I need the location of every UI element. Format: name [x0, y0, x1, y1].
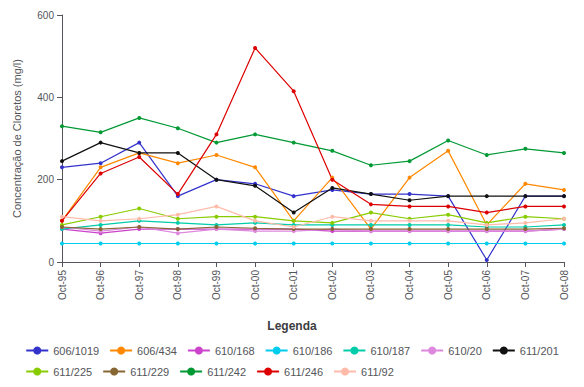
svg-text:Oct-08: Oct-08: [559, 270, 570, 300]
svg-text:200: 200: [37, 174, 54, 185]
svg-text:Oct-01: Oct-01: [288, 270, 299, 300]
svg-text:611/229: 611/229: [130, 366, 169, 378]
svg-text:Oct-00: Oct-00: [250, 270, 261, 300]
svg-text:Oct-95: Oct-95: [57, 270, 68, 300]
svg-text:Legenda: Legenda: [267, 319, 317, 333]
svg-text:610/186: 610/186: [293, 345, 333, 357]
svg-text:610/187: 610/187: [370, 345, 410, 357]
svg-text:Oct-03: Oct-03: [365, 270, 376, 300]
svg-text:606/1019: 606/1019: [53, 345, 99, 357]
svg-text:610/168: 610/168: [215, 345, 255, 357]
svg-text:606/434: 606/434: [137, 345, 177, 357]
svg-text:400: 400: [37, 92, 54, 103]
svg-text:611/242: 611/242: [207, 366, 246, 378]
svg-text:611/92: 611/92: [361, 366, 394, 378]
svg-text:Oct-05: Oct-05: [443, 270, 454, 300]
svg-text:Oct-02: Oct-02: [327, 270, 338, 300]
svg-text:Oct-97: Oct-97: [134, 270, 145, 300]
svg-text:Oct-04: Oct-04: [404, 270, 415, 300]
svg-text:Oct-06: Oct-06: [481, 270, 492, 300]
svg-text:Oct-99: Oct-99: [211, 270, 222, 300]
svg-text:611/246: 611/246: [284, 366, 323, 378]
svg-text:Oct-98: Oct-98: [172, 270, 183, 300]
svg-text:Oct-07: Oct-07: [520, 270, 531, 300]
svg-text:0: 0: [48, 257, 54, 268]
svg-text:611/201: 611/201: [520, 345, 559, 357]
svg-text:600: 600: [37, 10, 54, 21]
svg-text:610/20: 610/20: [448, 345, 482, 357]
svg-text:611/225: 611/225: [53, 366, 92, 378]
svg-text:Oct-96: Oct-96: [95, 270, 106, 300]
svg-text:Concentração de Cloretos (mg/l: Concentração de Cloretos (mg/l): [11, 59, 23, 218]
